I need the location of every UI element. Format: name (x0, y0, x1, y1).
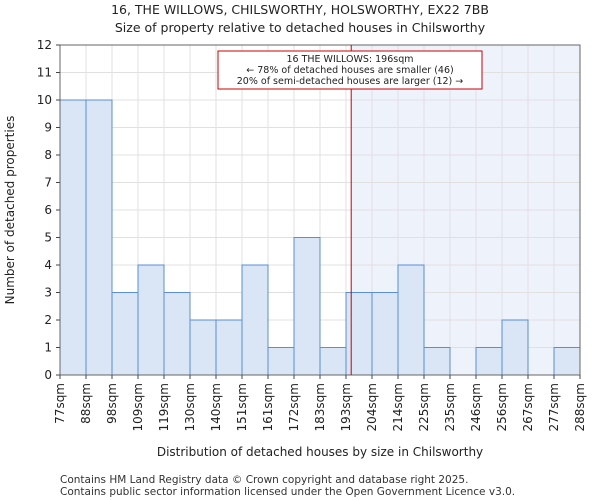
histogram-bar (371, 292, 399, 376)
histogram-bar (267, 347, 295, 376)
histogram-bar (215, 319, 243, 376)
y-tick-label: 3 (44, 286, 52, 300)
chart-title: 16, THE WILLOWS, CHILSWORTHY, HOLSWORTHY… (111, 2, 489, 17)
y-axis-label: Number of detached properties (3, 116, 17, 305)
y-tick-label: 9 (44, 121, 52, 135)
histogram-bar (319, 347, 347, 376)
histogram-bar (475, 347, 503, 376)
x-tick-label: 109sqm (131, 383, 145, 431)
x-tick-label: 151sqm (235, 383, 249, 431)
histogram-bar (111, 292, 139, 376)
histogram-bar (397, 264, 425, 376)
histogram-bar (163, 292, 191, 376)
x-tick-label: 193sqm (339, 383, 353, 431)
x-tick-label: 98sqm (105, 383, 119, 424)
x-tick-label: 77sqm (53, 383, 67, 424)
y-tick-label: 12 (37, 38, 52, 52)
x-tick-label: 267sqm (521, 383, 535, 431)
x-tick-label: 183sqm (313, 383, 327, 431)
x-axis-label: Distribution of detached houses by size … (157, 445, 483, 459)
y-tick-label: 8 (44, 148, 52, 162)
footer-line-1: Contains HM Land Registry data © Crown c… (60, 474, 469, 486)
x-tick-label: 256sqm (495, 383, 509, 431)
x-tick-label: 246sqm (469, 383, 483, 431)
histogram-bar (501, 319, 529, 376)
annotation-line: ← 78% of detached houses are smaller (46… (246, 65, 453, 76)
histogram-bar (59, 99, 87, 376)
x-tick-label: 88sqm (79, 383, 93, 424)
x-tick-label: 140sqm (209, 383, 223, 431)
x-tick-label: 172sqm (287, 383, 301, 431)
histogram-bar (189, 319, 217, 376)
y-tick-label: 1 (44, 341, 52, 355)
histogram-bar (85, 99, 113, 376)
histogram-bar (241, 264, 269, 376)
histogram-bar (423, 347, 451, 376)
y-tick-label: 4 (44, 258, 52, 272)
y-tick-label: 2 (44, 313, 52, 327)
annotation-line: 16 THE WILLOWS: 196sqm (286, 54, 413, 65)
x-tick-label: 161sqm (261, 383, 275, 431)
histogram-bar (553, 347, 581, 376)
x-tick-label: 288sqm (573, 383, 587, 431)
annotation-line: 20% of semi-detached houses are larger (… (237, 76, 464, 87)
y-tick-label: 11 (37, 66, 52, 80)
histogram-bar (293, 237, 321, 376)
x-tick-label: 277sqm (547, 383, 561, 431)
chart-subtitle: Size of property relative to detached ho… (114, 20, 486, 35)
x-tick-label: 119sqm (157, 383, 171, 431)
footer-line-2: Contains public sector information licen… (60, 486, 516, 498)
x-tick-label: 214sqm (391, 383, 405, 431)
annotation-box (217, 50, 483, 90)
y-tick-label: 0 (44, 368, 52, 382)
y-tick-label: 10 (37, 93, 52, 107)
x-tick-label: 225sqm (417, 383, 431, 431)
histogram-bar (345, 292, 373, 376)
x-tick-label: 130sqm (183, 383, 197, 431)
x-tick-label: 204sqm (365, 383, 379, 431)
x-tick-label: 235sqm (443, 383, 457, 431)
y-tick-label: 5 (44, 231, 52, 245)
y-tick-label: 6 (44, 203, 52, 217)
y-tick-label: 7 (44, 176, 52, 190)
histogram-bar (137, 264, 165, 376)
